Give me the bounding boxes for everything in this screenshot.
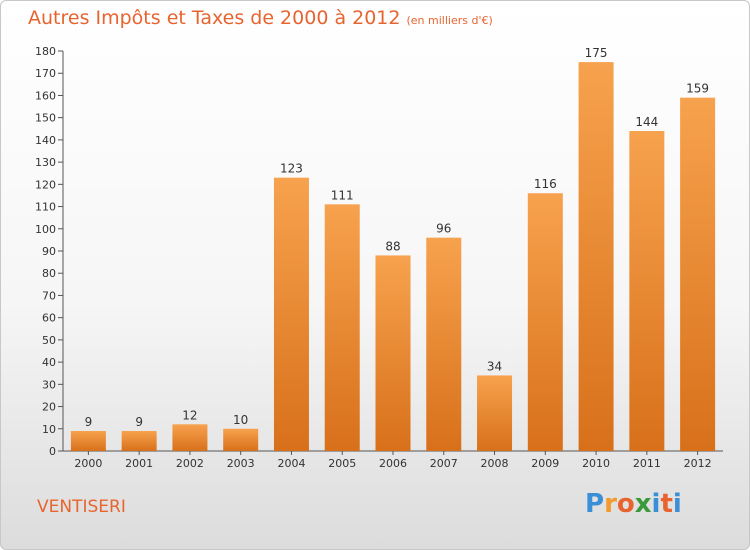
- x-tick-label: 2004: [277, 457, 305, 470]
- bar-2001: [121, 431, 157, 451]
- proxiti-logo: Proxiti: [585, 489, 682, 519]
- y-tick-label: 60: [42, 312, 56, 325]
- y-tick-label: 0: [49, 445, 56, 458]
- bar-2000: [70, 431, 106, 451]
- chart-title: Autres Impôts et Taxes de 2000 à 2012 (en…: [28, 7, 493, 29]
- logo-letter: i: [672, 489, 682, 519]
- y-tick-label: 130: [35, 156, 56, 169]
- data-label: 123: [280, 162, 303, 176]
- logo-letter: r: [604, 489, 617, 519]
- data-label: 175: [585, 46, 608, 60]
- chart-unit: (en milliers d'€): [406, 14, 493, 27]
- bar-2007: [426, 237, 462, 451]
- y-tick-label: 20: [42, 401, 56, 414]
- data-label: 10: [233, 413, 248, 427]
- y-tick-label: 170: [35, 67, 56, 80]
- y-tick-label: 40: [42, 356, 56, 369]
- x-tick-label: 2008: [481, 457, 509, 470]
- bar-2002: [172, 424, 208, 451]
- data-label: 111: [331, 188, 354, 202]
- y-tick-label: 150: [35, 112, 56, 125]
- data-label: 96: [436, 222, 451, 236]
- bar-2009: [527, 193, 563, 451]
- x-tick-label: 2005: [328, 457, 356, 470]
- x-tick-label: 2009: [531, 457, 559, 470]
- x-tick-label: 2011: [633, 457, 661, 470]
- y-tick-label: 80: [42, 267, 56, 280]
- bar-2006: [375, 255, 411, 451]
- logo-letter: o: [616, 489, 635, 519]
- data-label: 34: [487, 359, 502, 373]
- data-label: 116: [534, 177, 557, 191]
- y-tick-label: 70: [42, 289, 56, 302]
- y-tick-label: 110: [35, 201, 56, 214]
- x-tick-label: 2000: [74, 457, 102, 470]
- y-tick-label: 180: [35, 45, 56, 58]
- x-tick-label: 2010: [582, 457, 610, 470]
- bar-2004: [273, 177, 309, 451]
- y-tick-label: 90: [42, 245, 56, 258]
- data-label: 159: [686, 82, 709, 96]
- y-tick-label: 10: [42, 423, 56, 436]
- data-label: 88: [385, 239, 400, 253]
- x-tick-label: 2007: [430, 457, 458, 470]
- bar-2010: [578, 62, 614, 451]
- x-tick-label: 2001: [125, 457, 153, 470]
- y-tick-label: 100: [35, 223, 56, 236]
- x-tick-label: 2002: [176, 457, 204, 470]
- y-tick-label: 50: [42, 334, 56, 347]
- y-tick-label: 120: [35, 178, 56, 191]
- y-tick-label: 140: [35, 134, 56, 147]
- data-label: 9: [85, 415, 93, 429]
- data-label: 9: [135, 415, 143, 429]
- x-tick-label: 2003: [227, 457, 255, 470]
- bar-2008: [477, 375, 513, 451]
- logo-letter: x: [634, 489, 652, 519]
- y-tick-label: 30: [42, 378, 56, 391]
- bar-2012: [680, 97, 716, 452]
- data-label: 12: [182, 408, 197, 422]
- logo-letter: i: [651, 489, 661, 519]
- logo-letter: t: [660, 489, 673, 519]
- bar-2011: [629, 131, 665, 451]
- x-tick-label: 2012: [684, 457, 712, 470]
- commune-name: VENTISERI: [37, 497, 126, 517]
- chart-title-text: Autres Impôts et Taxes de 2000 à 2012: [28, 7, 401, 29]
- y-tick-label: 160: [35, 89, 56, 102]
- logo-letter: P: [585, 489, 605, 519]
- bar-2003: [223, 428, 259, 451]
- bar-2005: [324, 204, 360, 451]
- x-tick-label: 2006: [379, 457, 407, 470]
- data-label: 144: [635, 115, 658, 129]
